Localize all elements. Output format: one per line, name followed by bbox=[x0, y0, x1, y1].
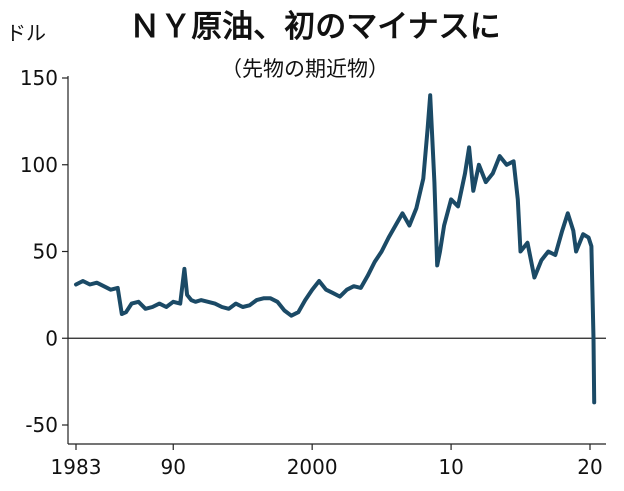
x-tick-label: 1983 bbox=[51, 455, 102, 479]
x-tick-label: 2000 bbox=[287, 455, 338, 479]
y-axis-unit-label: ドル bbox=[6, 21, 46, 45]
x-tick-label: 20 bbox=[577, 455, 602, 479]
price-series-line bbox=[74, 93, 597, 405]
chart-subtitle: （先物の期近物） bbox=[221, 57, 389, 81]
y-tick-label: 0 bbox=[45, 326, 58, 350]
y-tick-label: 50 bbox=[33, 240, 58, 264]
x-axis-ticks: 1983 90 2000 10 20 bbox=[51, 444, 603, 479]
y-tick-label: -50 bbox=[25, 413, 58, 437]
y-axis-ticks: 150 100 50 0 -50 bbox=[20, 66, 68, 437]
x-tick-label: 10 bbox=[438, 455, 463, 479]
y-tick-label: 150 bbox=[20, 66, 58, 90]
chart-title: ＮＹ原油、初のマイナスに bbox=[129, 9, 500, 45]
y-tick-label: 100 bbox=[20, 153, 58, 177]
x-tick-label: 90 bbox=[161, 455, 186, 479]
